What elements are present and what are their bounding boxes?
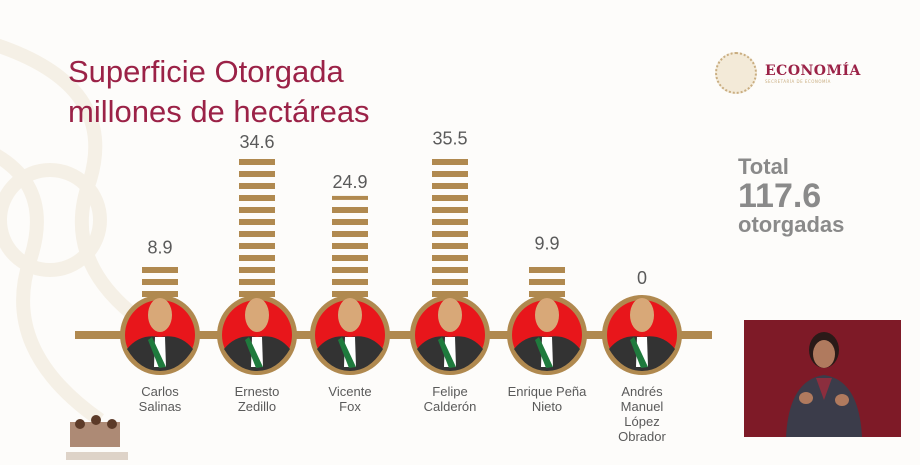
name-line: Vicente (328, 384, 372, 399)
title-line-1: Superficie Otorgada (68, 54, 344, 89)
bar-stripe (432, 267, 468, 273)
bar-stripe (432, 219, 468, 225)
data-label: 24.9 (332, 172, 367, 192)
bar-stripe (239, 219, 275, 225)
economia-logo: ECONOMÍA SECRETARÍA DE ECONOMÍA (715, 52, 861, 94)
bar-stripe (239, 255, 275, 261)
president-name: Carlos Salinas (105, 384, 215, 414)
name-line: Enrique Peña (507, 384, 587, 399)
president-portrait (602, 295, 682, 375)
brand-subtitle: SECRETARÍA DE ECONOMÍA (765, 78, 831, 84)
interpreter-figure (786, 332, 862, 437)
bar-stripe (432, 207, 468, 213)
president-name: Felipe Calderón (395, 384, 505, 414)
bar-stripe (332, 219, 368, 225)
data-label: 34.6 (239, 132, 274, 152)
brand-name: ECONOMÍA (765, 62, 861, 79)
president-portrait (507, 295, 587, 375)
data-label: 35.5 (432, 128, 467, 148)
name-line: Zedillo (237, 399, 277, 414)
bar-stripe (142, 267, 178, 273)
name-line: Manuel (620, 399, 664, 414)
bar-stripe (432, 171, 468, 177)
bar-stripe (332, 279, 368, 285)
bar-stripe (332, 291, 368, 297)
bar-stripe (432, 159, 468, 165)
bar-stripe (142, 291, 178, 297)
data-label: 0 (637, 268, 647, 288)
bar-stripe (529, 279, 565, 285)
president-name: Andrés Manuel López Obrador (587, 384, 697, 444)
president-portrait (217, 295, 297, 375)
bar-stripe (529, 291, 565, 297)
name-line: Andrés (621, 384, 663, 399)
bar-stripe (239, 183, 275, 189)
name-line: Nieto (531, 399, 563, 414)
bar-stripe (239, 243, 275, 249)
bar-stripe (332, 231, 368, 237)
seal-icon (715, 52, 757, 94)
president-name: Vicente Fox (295, 384, 405, 414)
president-portrait (310, 295, 390, 375)
name-line: Carlos (141, 384, 179, 399)
president-portrait (410, 295, 490, 375)
name-line: Fox (339, 399, 361, 414)
bar-stripe (432, 255, 468, 261)
president-name: Ernesto Zedillo (202, 384, 312, 414)
bar-stripe (332, 207, 368, 213)
name-line: Calderón (423, 399, 477, 414)
name-line: Obrador (618, 429, 666, 444)
bar-stripe (239, 291, 275, 297)
data-label: 8.9 (147, 238, 172, 258)
bar-stripe (529, 267, 565, 273)
bar-stripe (432, 279, 468, 285)
bar-stripe (432, 291, 468, 297)
bar-stripe (432, 243, 468, 249)
president-name: Enrique Peña Nieto (492, 384, 602, 414)
name-line: Ernesto (234, 384, 280, 399)
bar-stripe (239, 195, 275, 201)
total-suffix: otorgadas (738, 212, 845, 237)
president-portrait (120, 295, 200, 375)
bar-stripe (432, 183, 468, 189)
total-summary: Total 117.6 otorgadas (738, 155, 844, 237)
bar-stripe (142, 279, 178, 285)
data-label: 9.9 (534, 233, 559, 253)
bar-stripe (239, 267, 275, 273)
name-line: López (624, 414, 660, 429)
name-line: Felipe (432, 384, 468, 399)
bar-stripe (432, 195, 468, 201)
mexico-logo (66, 415, 128, 460)
bar-stripe (432, 231, 468, 237)
bar-stripe (332, 267, 368, 273)
bar-stripe (239, 279, 275, 285)
bar-stripe (239, 171, 275, 177)
bar-stripe (332, 243, 368, 249)
page-title: Superficie Otorgada millones de hectárea… (68, 52, 370, 132)
sign-language-interpreter-video (744, 320, 901, 437)
bar-stripe (239, 159, 275, 165)
bar-stripe (332, 255, 368, 261)
timeline-axis (75, 331, 712, 339)
name-line: Salinas (138, 399, 182, 414)
title-line-2: millones de hectáreas (68, 94, 370, 129)
background-pattern (0, 38, 145, 426)
bar-stripe (239, 207, 275, 213)
total-label: Total (738, 154, 789, 179)
total-value: 117.6 (738, 177, 822, 215)
bar-stripe (239, 231, 275, 237)
bar-stripe (332, 195, 368, 200)
